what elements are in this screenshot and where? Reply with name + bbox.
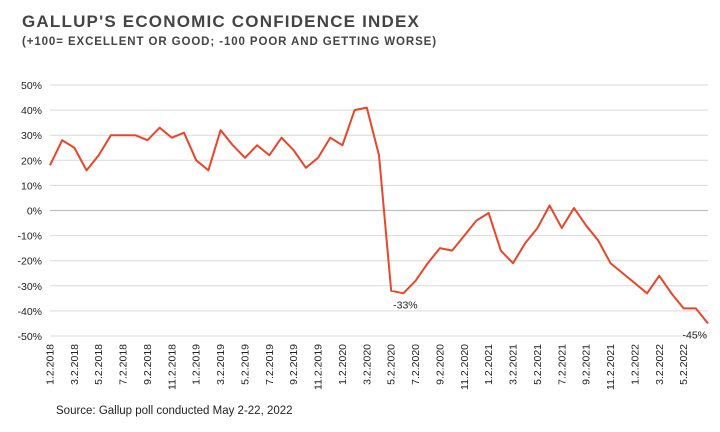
x-tick-label: 9.2.2019 [288, 344, 300, 385]
source-note: Source: Gallup poll conducted May 2-22, … [56, 405, 293, 417]
x-tick-label: 11.2.2021 [605, 344, 617, 390]
x-tick-label: 7.2.2020 [410, 344, 422, 385]
y-tick-label: -10% [17, 231, 42, 243]
x-tick-label: 3.2.2021 [508, 344, 520, 385]
x-tick-label: 11.2.2020 [459, 344, 471, 390]
y-tick-label: 30% [21, 130, 42, 142]
x-axis-ticks: 1.2.2018 3.2.2018 5.2.2018 7.2.2018 9.2.2018… [45, 344, 691, 390]
y-tick-label: 10% [21, 180, 42, 192]
x-tick-label: 1.2.2018 [45, 344, 57, 385]
x-tick-label: 5.2.2019 [239, 344, 251, 385]
x-tick-label: 1.2.2022 [629, 344, 641, 385]
x-tick-label: 5.2.2018 [93, 344, 105, 385]
y-tick-label: 20% [21, 155, 42, 167]
x-tick-label: 11.2.2018 [166, 344, 178, 390]
x-tick-label: 3.2.2018 [69, 344, 81, 385]
x-tick-label: 11.2.2019 [313, 344, 325, 390]
y-tick-label: 40% [21, 105, 42, 117]
x-tick-label: 3.2.2020 [361, 344, 373, 385]
y-tick-label: -50% [17, 331, 42, 343]
data-label: -45% [682, 329, 707, 341]
x-tick-label: 9.2.2020 [434, 344, 446, 385]
chart-title: GALLUP'S ECONOMIC CONFIDENCE INDEX [22, 12, 421, 31]
y-tick-label: -30% [17, 281, 42, 293]
series-line [49, 106, 709, 325]
data-labels: -33% -45% [393, 299, 707, 341]
y-tick-label: -40% [17, 306, 42, 318]
x-tick-label: 3.2.2019 [215, 344, 227, 385]
x-tick-label: 1.2.2020 [337, 344, 349, 385]
x-tick-label: 5.2.2020 [386, 344, 398, 385]
y-tick-label: -20% [17, 256, 42, 268]
chart-subtitle: (+100= EXCELLENT OR GOOD; -100 POOR AND … [22, 36, 437, 48]
x-tick-label: 3.2.2022 [654, 344, 666, 385]
x-tick-label: 5.2.2021 [532, 344, 544, 385]
x-tick-label: 9.2.2018 [142, 344, 154, 385]
x-tick-label: 7.2.2021 [556, 344, 568, 385]
y-tick-label: 50% [21, 80, 42, 92]
x-tick-label: 1.2.2019 [191, 344, 203, 385]
x-tick-label: 9.2.2021 [581, 344, 593, 385]
x-tick-label: 1.2.2021 [483, 344, 495, 385]
x-tick-label: 7.2.2019 [264, 344, 276, 385]
x-tick-label: 5.2.2022 [678, 344, 690, 385]
x-tick-label: 7.2.2018 [118, 344, 130, 385]
gridlines [50, 84, 708, 337]
y-axis-ticks: 50% 40% 30% 20% 10% 0% -10% -20% -30% -40% -50% [17, 80, 42, 343]
y-tick-label: 0% [27, 206, 42, 218]
data-label: -33% [393, 299, 418, 311]
